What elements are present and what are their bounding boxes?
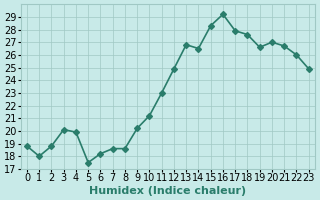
X-axis label: Humidex (Indice chaleur): Humidex (Indice chaleur) — [89, 186, 246, 196]
